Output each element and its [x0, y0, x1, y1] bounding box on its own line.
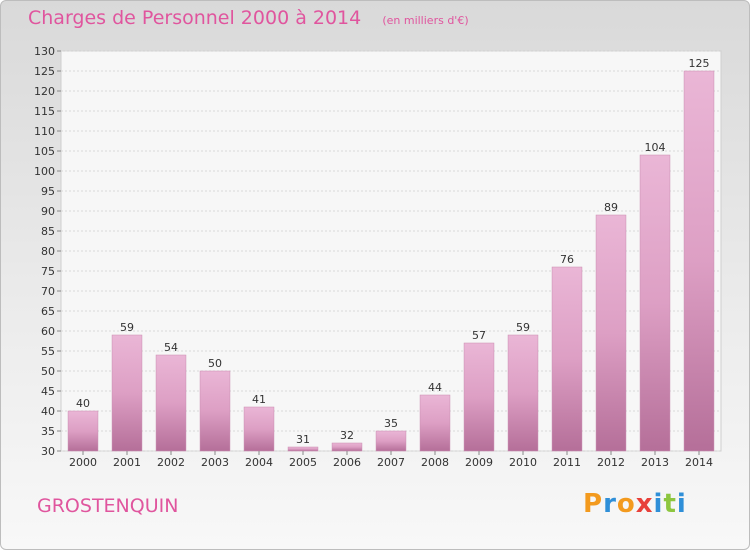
data-label: 44 [428, 381, 442, 394]
bar [243, 406, 275, 452]
y-tick-label: 125 [34, 65, 55, 78]
x-tick-label: 2000 [69, 456, 97, 469]
y-tick-label: 65 [41, 305, 55, 318]
data-label: 57 [472, 329, 486, 342]
bar [463, 342, 495, 452]
logo-letter: o [616, 489, 636, 519]
data-label: 125 [689, 57, 710, 70]
location-name: GROSTENQUIN [37, 495, 179, 517]
data-label: 32 [340, 429, 354, 442]
y-tick-label: 45 [41, 385, 55, 398]
data-labels: 40 59 54 50 41 31 32 35 44 57 59 76 89 104 125 [76, 57, 710, 446]
bar [155, 354, 187, 452]
logo-letter: P [583, 489, 604, 519]
logo-letter: i [676, 489, 687, 519]
x-tick-label: 2012 [597, 456, 625, 469]
bar [287, 446, 319, 452]
y-tick-label: 30 [41, 445, 55, 458]
x-tick-label: 2014 [685, 456, 713, 469]
data-label: 104 [645, 141, 666, 154]
logo-letter: x [635, 489, 654, 519]
data-label: 54 [164, 341, 178, 354]
data-label: 35 [384, 417, 398, 430]
x-tick-label: 2001 [113, 456, 141, 469]
y-tick-label: 55 [41, 345, 55, 358]
logo-letter: i [653, 489, 664, 519]
y-tick-label: 90 [41, 205, 55, 218]
bar [199, 370, 231, 452]
x-tick-label: 2013 [641, 456, 669, 469]
y-tick-label: 60 [41, 325, 55, 338]
y-tick-label: 120 [34, 85, 55, 98]
data-label: 40 [76, 397, 90, 410]
y-tick-label: 105 [34, 145, 55, 158]
x-tick-label: 2004 [245, 456, 273, 469]
x-tick-label: 2006 [333, 456, 361, 469]
bar [67, 410, 99, 452]
bars [67, 70, 715, 452]
bar [639, 154, 671, 452]
y-tick-label: 110 [34, 125, 55, 138]
x-axis-ticks: 2000 2001 2002 2003 2004 2005 2006 2007 2008 2009… [69, 451, 713, 469]
y-axis-ticks: 30 35 40 45 50 55 60 65 70 75 80 85 90 95 100 105 110 115… [34, 45, 61, 458]
x-tick-label: 2005 [289, 456, 317, 469]
y-tick-label: 85 [41, 225, 55, 238]
bar [683, 70, 715, 452]
bar [507, 334, 539, 452]
y-tick-label: 75 [41, 265, 55, 278]
bar [419, 394, 451, 452]
x-tick-label: 2009 [465, 456, 493, 469]
data-label: 50 [208, 357, 222, 370]
data-label: 41 [252, 393, 266, 406]
y-tick-label: 130 [34, 45, 55, 58]
x-tick-label: 2011 [553, 456, 581, 469]
bar [375, 430, 407, 452]
logo-letter: t [663, 489, 677, 519]
y-tick-label: 115 [34, 105, 55, 118]
data-label: 76 [560, 253, 574, 266]
bar [111, 334, 143, 452]
x-tick-label: 2007 [377, 456, 405, 469]
x-tick-label: 2010 [509, 456, 537, 469]
proxiti-logo: Proxiti [583, 489, 687, 519]
x-tick-label: 2008 [421, 456, 449, 469]
title-row: Charges de Personnel 2000 à 2014 (en mil… [28, 7, 469, 29]
logo-letter: r [603, 489, 617, 519]
y-tick-label: 35 [41, 425, 55, 438]
y-tick-label: 100 [34, 165, 55, 178]
bar [331, 442, 363, 452]
y-tick-label: 40 [41, 405, 55, 418]
x-tick-label: 2003 [201, 456, 229, 469]
data-label: 59 [516, 321, 530, 334]
y-tick-label: 95 [41, 185, 55, 198]
y-tick-label: 70 [41, 285, 55, 298]
data-label: 89 [604, 201, 618, 214]
data-label: 31 [296, 433, 310, 446]
chart-subtitle: (en milliers d'€) [382, 14, 469, 27]
bar [551, 266, 583, 452]
y-tick-label: 50 [41, 365, 55, 378]
y-tick-label: 80 [41, 245, 55, 258]
x-tick-label: 2002 [157, 456, 185, 469]
data-label: 59 [120, 321, 134, 334]
chart-title: Charges de Personnel 2000 à 2014 [28, 7, 362, 29]
bar [595, 214, 627, 452]
